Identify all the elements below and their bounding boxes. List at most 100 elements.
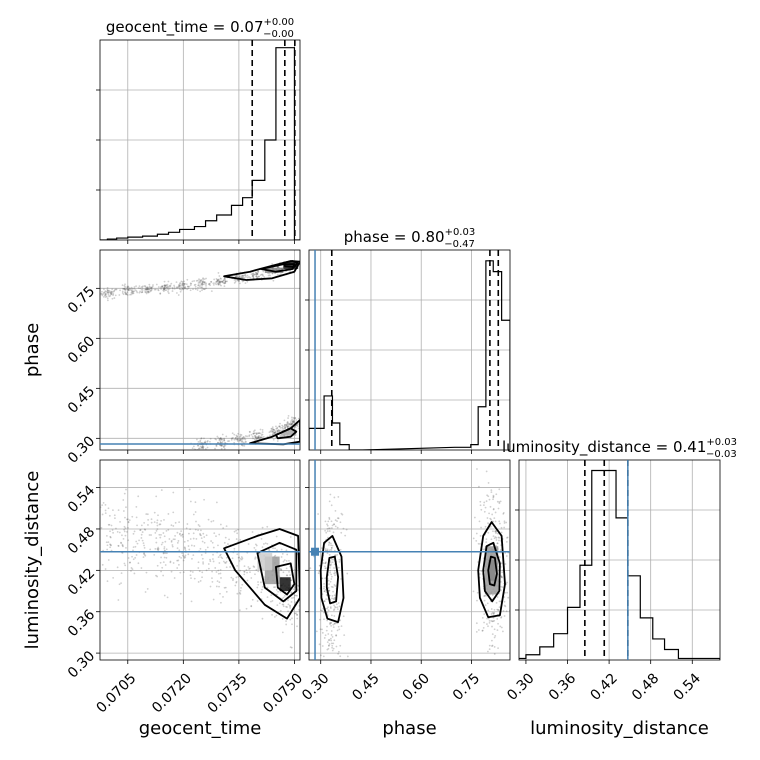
scatter-point: [235, 274, 237, 277]
scatter-point: [330, 504, 333, 507]
scatter-point: [201, 447, 204, 449]
scatter-point: [334, 585, 337, 587]
scatter-point: [332, 597, 335, 600]
scatter-point: [184, 556, 187, 558]
panel-spine: [518, 459, 721, 661]
scatter-point: [221, 441, 224, 443]
scatter-point: [334, 519, 337, 522]
scatter-point: [178, 283, 180, 286]
scatter-point: [148, 286, 151, 289]
y-tick-label: 0.36: [65, 607, 98, 640]
scatter-point: [199, 279, 202, 282]
scatter-point: [277, 429, 280, 432]
scatter-point: [331, 649, 334, 652]
scatter-point: [127, 520, 130, 523]
scatter-point: [244, 441, 247, 443]
scatter-point: [324, 634, 327, 637]
scatter-point: [215, 535, 217, 538]
scatter-point: [188, 488, 191, 491]
scatter-point: [163, 535, 166, 538]
scatter-point: [239, 275, 241, 277]
scatter-point: [499, 625, 502, 628]
scatter-point: [326, 552, 329, 555]
scatter-point: [211, 570, 213, 573]
scatter-point: [333, 570, 336, 572]
histogram-bin: [217, 215, 232, 240]
scatter-point: [131, 555, 133, 558]
scatter-point: [242, 436, 245, 439]
scatter-point: [183, 286, 186, 289]
x-tick-label: 0.42: [587, 670, 620, 703]
scatter-point: [211, 541, 214, 544]
scatter-point: [214, 437, 217, 440]
scatter-point: [479, 543, 482, 545]
scatter-point: [319, 628, 322, 631]
scatter-point: [169, 561, 172, 564]
scatter-point: [498, 606, 501, 609]
scatter-point: [122, 545, 124, 548]
scatter-point: [131, 289, 133, 292]
scatter-point: [327, 644, 330, 647]
scatter-point: [288, 570, 290, 573]
scatter-point: [132, 291, 135, 293]
scatter-point: [243, 444, 246, 447]
scatter-point: [100, 527, 103, 529]
scatter-point: [199, 439, 202, 442]
scatter-point: [256, 586, 259, 589]
scatter-point: [124, 516, 126, 519]
scatter-point: [215, 278, 218, 280]
scatter-point: [239, 438, 242, 441]
scatter-point: [162, 290, 165, 293]
scatter-point: [222, 281, 225, 284]
scatter-point: [328, 544, 330, 546]
scatter-point: [298, 608, 300, 611]
scatter-point: [217, 278, 220, 281]
scatter-point: [223, 282, 226, 285]
scatter-point: [224, 278, 226, 281]
scatter-point: [162, 574, 165, 577]
histogram-bin: [540, 647, 554, 660]
scatter-point: [278, 430, 281, 433]
scatter-point: [219, 277, 222, 280]
scatter-point: [324, 577, 326, 580]
scatter-point: [247, 566, 250, 568]
scatter-point: [253, 434, 256, 437]
y-tick-label: 0.45: [65, 383, 98, 416]
scatter-point: [181, 287, 184, 290]
scatter-point: [283, 427, 286, 430]
scatter-point: [502, 511, 505, 514]
scatter-point: [294, 417, 297, 419]
scatter-point: [248, 435, 250, 438]
scatter-point: [336, 608, 339, 611]
scatter-point: [100, 571, 101, 574]
density-contour: [487, 555, 498, 587]
scatter-point: [277, 266, 279, 268]
scatter-point: [334, 554, 337, 556]
panel-frame-1-0: [96, 249, 301, 454]
density-contour: [274, 427, 298, 440]
scatter-point: [331, 594, 334, 597]
scatter-point: [340, 531, 343, 534]
scatter-point: [248, 434, 251, 437]
scatter-point: [283, 594, 286, 597]
scatter-point: [257, 270, 259, 273]
scatter-point: [328, 500, 331, 503]
scatter-point: [143, 553, 146, 556]
scatter-point: [331, 558, 334, 561]
scatter-point: [506, 536, 508, 539]
scatter-point: [144, 528, 147, 531]
scatter-point: [255, 275, 258, 278]
scatter-point: [241, 440, 244, 443]
scatter-point: [185, 527, 188, 530]
scatter-point: [487, 625, 489, 628]
scatter-geocent_time-phase: [100, 260, 300, 450]
scatter-point: [495, 532, 497, 535]
scatter-point: [301, 604, 303, 606]
scatter-point: [135, 540, 138, 543]
scatter-point: [150, 518, 153, 521]
scatter-point: [151, 285, 154, 288]
scatter-point: [258, 275, 260, 278]
scatter-point: [325, 629, 328, 632]
scatter-point: [289, 421, 292, 424]
scatter-point: [128, 561, 131, 564]
